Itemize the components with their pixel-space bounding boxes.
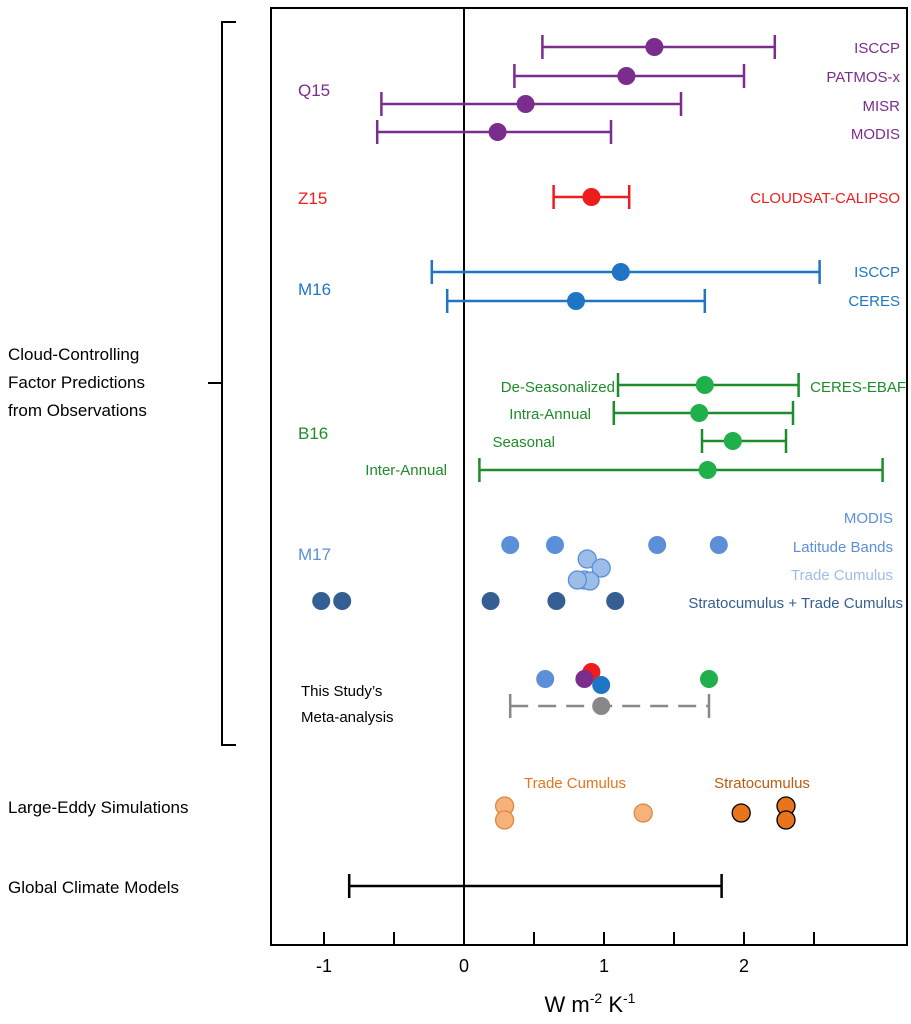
group-label-m16: M16 xyxy=(298,280,331,299)
group-label-m17: M17 xyxy=(298,545,331,564)
q15-label-modis: MODIS xyxy=(851,126,900,143)
z15-label-cloudsat: CLOUDSAT-CALIPSO xyxy=(750,190,900,207)
group-label-q15: Q15 xyxy=(298,81,330,100)
b16-label-deseasonalized: De-Seasonalized xyxy=(501,379,615,396)
m16-label-isccp: ISCCP xyxy=(854,264,900,281)
m17-label-latitude: Latitude Bands xyxy=(793,539,893,556)
b16-label-inter-annual: Inter-Annual xyxy=(365,462,447,479)
m16-isccp-marker xyxy=(611,263,630,281)
m17-strato-marker-4 xyxy=(606,592,625,610)
les-trade-label: Trade Cumulus xyxy=(524,775,626,792)
m17-strato-marker-1 xyxy=(333,592,352,610)
m17-label-strato: Stratocumulus + Trade Cumulus xyxy=(688,595,903,612)
x-axis-title: W m-2 K-1 xyxy=(545,990,636,1017)
b16-inter-annual-marker xyxy=(698,461,717,479)
gcm-label: Global Climate Models xyxy=(8,878,179,897)
les-label: Large-Eddy Simulations xyxy=(8,798,188,817)
b16-label-ceres-ebaf: CERES-EBAF xyxy=(810,379,906,396)
x-tick-label: 0 xyxy=(459,956,469,976)
meta-marker-0 xyxy=(536,670,555,688)
bracket-label-line3: from Observations xyxy=(8,401,147,420)
q15-label-patmos: PATMOS-x xyxy=(826,69,900,86)
bracket-label-line1: Cloud-Controlling xyxy=(8,345,139,364)
meta-marker-4 xyxy=(700,670,718,688)
meta-label-line2: Meta-analysis xyxy=(301,709,394,726)
m17-strato-marker-3 xyxy=(547,592,566,610)
m16-ceres-marker xyxy=(567,292,585,310)
b16-intra-annual-marker xyxy=(690,404,709,422)
m17-strato-marker-2 xyxy=(481,592,500,610)
b16-label-intra-annual: Intra-Annual xyxy=(509,406,591,423)
q15-modis-marker xyxy=(488,123,507,141)
m17-trade-marker-0 xyxy=(577,549,597,569)
m17-latitude-marker-3 xyxy=(709,536,728,554)
m17-trade-marker-1 xyxy=(591,558,611,578)
group-label-b16: B16 xyxy=(298,424,328,443)
bracket-label-line2: Factor Predictions xyxy=(8,373,145,392)
m17-latitude-marker-0 xyxy=(501,536,520,554)
b16-seasonal-marker xyxy=(723,432,742,450)
m17-latitude-marker-1 xyxy=(546,536,564,554)
q15-misr-marker xyxy=(516,95,535,113)
m17-strato-marker-0 xyxy=(312,592,331,610)
les-trade-marker-2 xyxy=(633,803,653,823)
x-tick-label: 1 xyxy=(599,956,609,976)
z15-cloudsat-calipso-marker xyxy=(582,188,601,206)
observations-bracket xyxy=(221,21,236,746)
plot-frame xyxy=(270,7,908,946)
q15-isccp-marker xyxy=(645,38,664,56)
q15-label-misr: MISR xyxy=(863,98,901,115)
les-trade-marker-1 xyxy=(494,810,515,830)
m17-trade-marker-4 xyxy=(567,570,588,590)
data-marks xyxy=(312,35,884,898)
m17-label-trade: Trade Cumulus xyxy=(791,567,893,584)
b16-label-seasonal: Seasonal xyxy=(492,434,555,451)
meta-analysis-mean xyxy=(592,697,611,715)
q15-label-isccp: ISCCP xyxy=(854,40,900,57)
b16-de-seasonalized-marker xyxy=(695,376,714,394)
les-strato-marker-0 xyxy=(731,803,751,823)
x-tick-label: 2 xyxy=(739,956,749,976)
meta-label-line1: This Study’s xyxy=(301,683,382,700)
x-axis-ticks: -1 0 1 2 xyxy=(316,932,815,976)
les-strato-label: Stratocumulus xyxy=(714,775,810,792)
meta-marker-2 xyxy=(575,670,594,688)
meta-marker-3 xyxy=(592,676,611,694)
group-label-z15: Z15 xyxy=(298,189,327,208)
les-strato-marker-2 xyxy=(776,810,796,830)
q15-patmos-x-marker xyxy=(617,67,636,85)
m17-label-modis: MODIS xyxy=(844,510,893,527)
m17-latitude-marker-2 xyxy=(648,536,667,554)
m16-label-ceres: CERES xyxy=(848,293,900,310)
x-tick-label: -1 xyxy=(316,956,332,976)
